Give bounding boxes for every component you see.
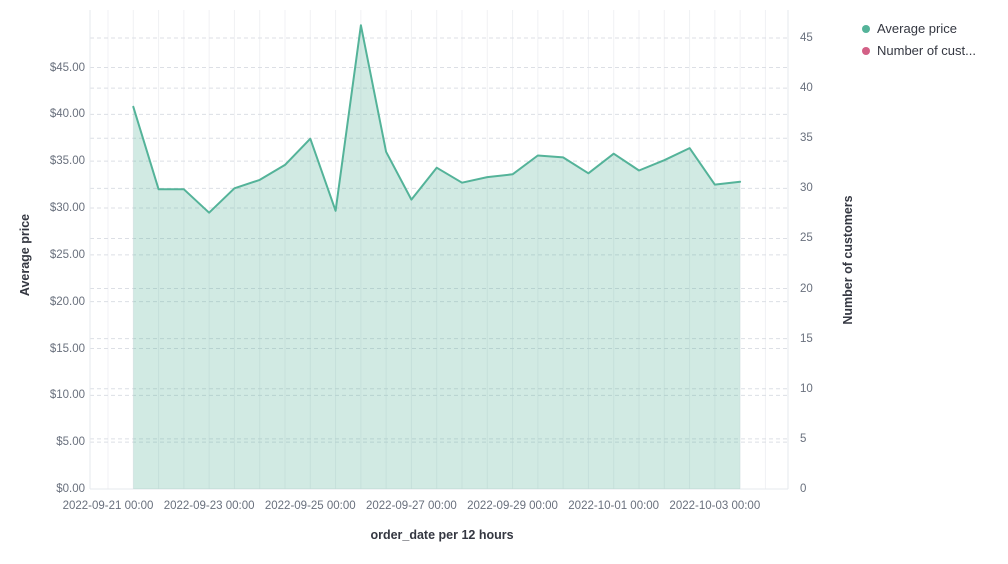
number-of-customers-dot-icon <box>862 46 870 55</box>
y-axis-right-tick-label: 45 <box>800 32 813 44</box>
y-axis-left-tick-label: $0.00 <box>56 483 85 495</box>
x-axis-tick-label: 2022-09-21 00:00 <box>62 500 154 512</box>
y-axis-right-tick-label: 10 <box>800 382 813 395</box>
y-axis-title-right: Number of customers <box>841 195 855 325</box>
y-axis-right-tick-label: 35 <box>800 132 813 145</box>
y-axis-right-tick-label: 40 <box>800 82 813 95</box>
y-axis-right-tick-label: 15 <box>800 332 813 345</box>
y-axis-title-left: Average price <box>18 213 32 297</box>
y-axis-left-tick-label: $45.00 <box>49 61 85 74</box>
y-axis-right-tick-label: 25 <box>800 232 813 245</box>
x-axis-tick-label: 2022-10-03 00:00 <box>669 500 761 512</box>
average-price-dot-icon <box>862 24 870 33</box>
y-axis-left-tick-label: $10.00 <box>49 389 85 402</box>
x-axis-tick-label: 2022-09-27 00:00 <box>366 500 457 512</box>
legend-item-number-of-customers[interactable]: Number of cust... <box>862 43 976 58</box>
x-axis-tick-label: 2022-09-25 00:00 <box>264 500 356 512</box>
y-axis-left-tick-label: $30.00 <box>49 202 85 214</box>
average-price-line <box>132 24 742 214</box>
y-axis-left-tick-label: $35.00 <box>49 155 85 168</box>
x-axis-title: order_date per 12 hours <box>370 528 514 542</box>
legend-item-average-price[interactable]: Average price <box>862 21 976 36</box>
y-axis-right-tick-label: 5 <box>800 432 807 445</box>
y-axis-left-tick-label: $40.00 <box>49 108 85 121</box>
x-axis-tick-label: 2022-10-01 00:00 <box>568 500 660 512</box>
average-price-area <box>133 25 741 490</box>
legend: Average price Number of cust... <box>862 21 976 58</box>
legend-label-average-price: Average price <box>877 21 957 36</box>
y-axis-right-tick-label: 30 <box>800 182 813 195</box>
y-axis-left-tick-label: $5.00 <box>56 436 85 449</box>
y-axis-right-tick-label: 0 <box>800 483 807 495</box>
y-axis-right-tick-label: 20 <box>800 282 813 295</box>
legend-label-number-of-customers: Number of cust... <box>877 43 976 58</box>
y-axis-left-tick-label: $20.00 <box>49 295 85 308</box>
y-axis-left-tick-label: $15.00 <box>49 342 85 355</box>
x-axis-tick-label: 2022-09-29 00:00 <box>467 500 558 512</box>
x-axis-tick-label: 2022-09-23 00:00 <box>163 500 255 512</box>
y-axis-left-tick-label: $25.00 <box>49 248 85 261</box>
